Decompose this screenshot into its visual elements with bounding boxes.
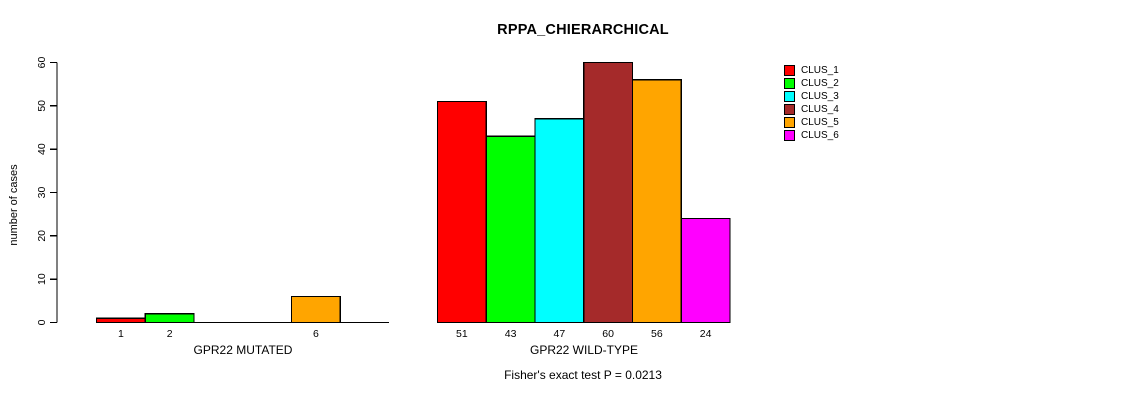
bar-clus_2-group2 (485, 135, 536, 324)
legend-label: CLUS_6 (801, 130, 839, 141)
legend-row-clus_5: CLUS_5 (784, 116, 839, 129)
bar-clus_2-group1 (144, 313, 195, 324)
legend-row-clus_2: CLUS_2 (784, 77, 839, 90)
legend-label: CLUS_1 (801, 65, 839, 76)
group-label-gpr22-mutated: GPR22 MUTATED (193, 343, 293, 357)
legend-row-clus_1: CLUS_1 (784, 64, 839, 77)
legend-label: CLUS_3 (801, 91, 839, 102)
y-axis-tick-label: 50 (36, 100, 48, 112)
legend-swatch-icon (784, 91, 795, 102)
bar-clus_5-group1 (290, 295, 341, 324)
bar-value-label: 24 (700, 328, 712, 340)
y-axis-tick-label: 30 (36, 187, 48, 199)
y-axis-tick-label: 20 (36, 230, 48, 242)
chart-title: RPPA_CHIERARCHICAL (497, 22, 669, 38)
bar-value-label: 51 (456, 328, 468, 340)
bar-value-label: 47 (554, 328, 566, 340)
bar-clus_1-group1 (95, 317, 146, 324)
y-axis-tick-label: 40 (36, 143, 48, 155)
legend-row-clus_3: CLUS_3 (784, 90, 839, 103)
bar-clus_4-group2 (583, 61, 634, 324)
legend: CLUS_1 CLUS_2 CLUS_3 CLUS_4 CLUS_5 CLUS_6 (784, 64, 839, 142)
y-axis-tick-label: 10 (36, 273, 48, 285)
legend-row-clus_6: CLUS_6 (784, 129, 839, 142)
bar-value-label: 6 (313, 328, 319, 340)
bar-value-label: 1 (118, 328, 124, 340)
bar-clus_6-group2 (680, 217, 731, 324)
legend-label: CLUS_5 (801, 117, 839, 128)
bar-value-label: 2 (167, 328, 173, 340)
bar-value-label: 43 (505, 328, 517, 340)
bar-value-label: 56 (651, 328, 663, 340)
bar-clus_3-group2 (534, 118, 585, 324)
group-label-gpr22-wild-type: GPR22 WILD-TYPE (529, 343, 639, 357)
legend-label: CLUS_2 (801, 78, 839, 89)
legend-label: CLUS_4 (801, 104, 839, 115)
legend-row-clus_4: CLUS_4 (784, 103, 839, 116)
bar-value-label: 60 (602, 328, 614, 340)
fisher-exact-test-note: Fisher's exact test P = 0.0213 (504, 368, 662, 382)
bar-clus_1-group2 (436, 100, 487, 324)
y-axis-tick-label: 0 (36, 319, 48, 325)
legend-swatch-icon (784, 78, 795, 89)
legend-swatch-icon (784, 130, 795, 141)
bar-clus_5-group2 (631, 79, 682, 324)
legend-swatch-icon (784, 104, 795, 115)
y-axis-tick-label: 60 (36, 57, 48, 69)
legend-swatch-icon (784, 65, 795, 76)
legend-swatch-icon (784, 117, 795, 128)
